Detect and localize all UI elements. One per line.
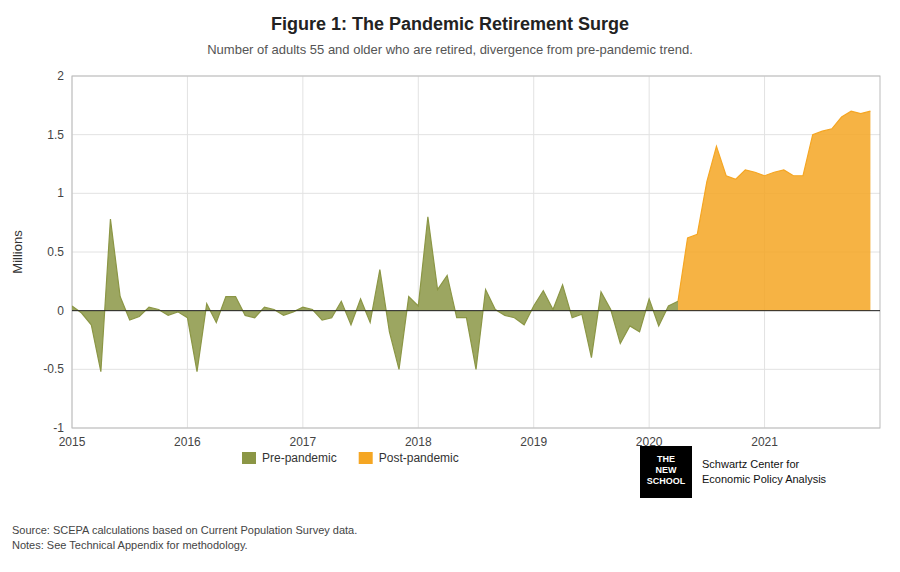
x-tick-label: 2019 [520, 435, 547, 449]
text-line: NEW [656, 465, 678, 475]
logo-text: Economic Policy Analysis [702, 473, 827, 485]
plot-frame [72, 76, 880, 428]
legend-label: Pre-pandemic [262, 451, 337, 465]
text-line: THE [657, 454, 675, 464]
x-tick-label: 2018 [405, 435, 432, 449]
text-line: Source: SCEPA calculations based on Curr… [12, 524, 357, 536]
line [72, 217, 678, 372]
y-tick-label: 1.5 [47, 128, 64, 142]
x-tick-label: 2021 [751, 435, 778, 449]
y-axis-label: Millions [10, 230, 25, 274]
logo: THENEWSCHOOL Schwartz Center for Economic … [640, 446, 827, 498]
y-tick-label: -1 [53, 421, 64, 435]
y-tick-label: 1 [57, 186, 64, 200]
legend-label: Post-pandemic [379, 451, 459, 465]
y-tick-label: 0 [57, 304, 64, 318]
y-tick-label: 0.5 [47, 245, 64, 259]
x-grid-line [187, 76, 188, 428]
grid [72, 76, 880, 428]
subtitle: Number of adults 55 and older who are re… [207, 42, 693, 57]
title: Figure 1: The Pandemic Retirement Surge [271, 14, 629, 34]
x-tick-label: 2015 [59, 435, 86, 449]
y-grid-line [72, 134, 880, 135]
text-line: SCHOOL [647, 476, 686, 486]
area [72, 217, 678, 372]
source-note: Source: SCEPA calculations based on Curr… [12, 524, 357, 551]
area [678, 111, 870, 310]
legend: Pre-pandemic Post-pandemic [242, 451, 459, 465]
x-tick-label: 2017 [290, 435, 317, 449]
x-tick-label: 2016 [174, 435, 201, 449]
chart: Figure 1: The Pandemic Retirement Surge N… [0, 0, 900, 572]
x-grid-line [302, 76, 303, 428]
legend-swatch [242, 452, 256, 464]
x-grid-line [418, 76, 419, 428]
x-grid-line [533, 76, 534, 428]
logo-box [640, 446, 692, 498]
logo-text: Schwartz Center for [702, 458, 800, 470]
legend-swatch [359, 452, 373, 464]
text-line: Notes: See Technical Appendix for method… [12, 539, 248, 551]
x-grid-line [649, 76, 650, 428]
y-grid-line [72, 310, 880, 311]
plot-area [72, 111, 880, 371]
logo-text: THENEWSCHOOL [647, 454, 686, 486]
baseline [72, 310, 880, 311]
y-tick-label: 2 [57, 69, 64, 83]
line [678, 111, 870, 301]
y-tick-label: -0.5 [43, 362, 64, 376]
